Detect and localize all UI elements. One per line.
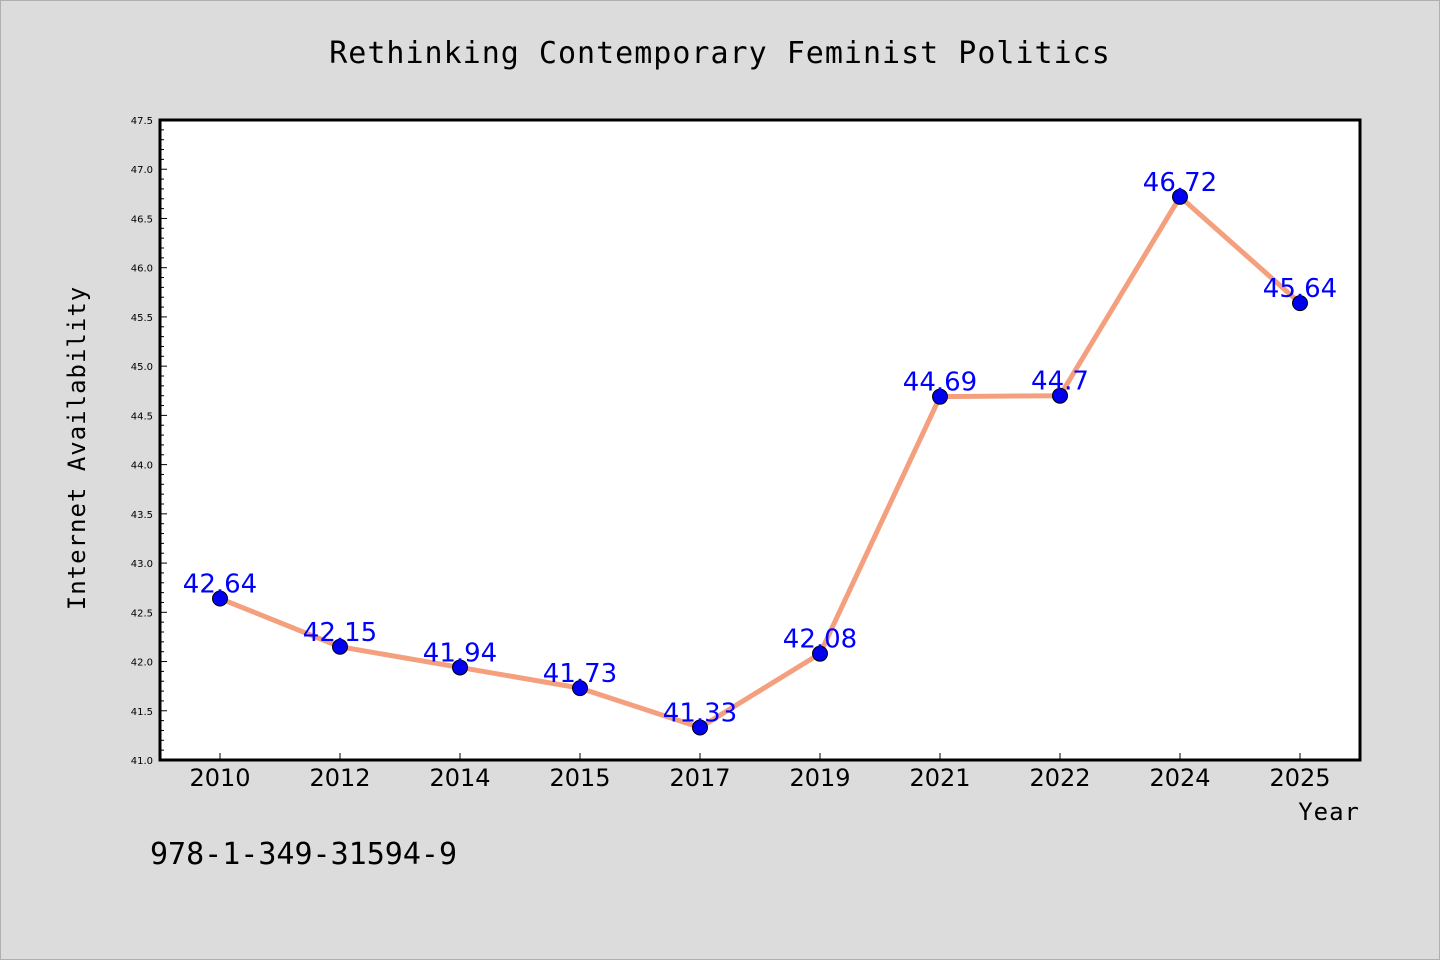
data-point bbox=[1292, 295, 1308, 312]
data-point bbox=[692, 719, 708, 736]
plot-border bbox=[158, 118, 1362, 762]
data-point bbox=[1172, 188, 1188, 205]
y-tick-label: 41.5 bbox=[131, 707, 153, 718]
y-tick-label: 46.0 bbox=[131, 264, 153, 275]
y-axis-label: Internet Availability bbox=[63, 286, 91, 610]
x-tick-label: 2010 bbox=[189, 764, 250, 792]
x-tick-label: 2024 bbox=[1149, 764, 1210, 792]
y-tick-label: 44.5 bbox=[131, 411, 153, 422]
data-label: 44.7 bbox=[1031, 367, 1089, 397]
x-tick-label: 2012 bbox=[309, 764, 370, 792]
y-tick-label: 45.0 bbox=[131, 362, 153, 373]
data-label: 42.08 bbox=[783, 625, 857, 655]
y-tick-label: 47.5 bbox=[131, 116, 153, 127]
series-line-group: 42.64 42.15 41.94 41.73 41.33 42.08 44.69 44.7 4… bbox=[183, 168, 1337, 736]
x-tick-label: 2019 bbox=[789, 764, 850, 792]
y-tick-label: 43.5 bbox=[131, 510, 153, 521]
y-tick-label: 44.0 bbox=[131, 461, 153, 472]
data-point bbox=[332, 638, 348, 655]
data-label: 44.69 bbox=[903, 368, 977, 398]
data-point bbox=[572, 680, 588, 697]
x-tick-label: 2014 bbox=[429, 764, 490, 792]
data-point bbox=[932, 388, 948, 405]
y-tick-label: 47.0 bbox=[131, 165, 153, 176]
x-tick-label: 2022 bbox=[1029, 764, 1090, 792]
y-tick-label: 42.5 bbox=[131, 608, 153, 619]
x-tick-label: 2025 bbox=[1269, 764, 1330, 792]
x-tick-label: 2015 bbox=[549, 764, 610, 792]
x-axis-label: Year bbox=[1298, 798, 1360, 826]
data-point bbox=[212, 590, 228, 607]
y-tick-label: 46.5 bbox=[131, 214, 153, 225]
data-label: 42.15 bbox=[303, 618, 377, 648]
data-point bbox=[452, 659, 468, 676]
data-label: 41.94 bbox=[423, 638, 497, 668]
data-label: 46.72 bbox=[1143, 168, 1217, 198]
chart-title: Rethinking Contemporary Feminist Politic… bbox=[329, 36, 1111, 71]
data-point bbox=[812, 645, 828, 662]
data-label: 45.64 bbox=[1263, 274, 1337, 304]
x-tick-label: 2017 bbox=[669, 764, 730, 792]
x-tick-label: 2021 bbox=[909, 764, 970, 792]
x-axis-ticks: 2010 2012 2014 2015 2017 2019 2021 2022 2024 2025 bbox=[189, 753, 1331, 792]
data-point bbox=[1052, 387, 1068, 404]
y-tick-label: 43.0 bbox=[131, 559, 153, 570]
data-label: 41.33 bbox=[663, 699, 737, 729]
series-line bbox=[217, 194, 1303, 731]
data-label: 42.64 bbox=[183, 570, 257, 600]
data-label: 41.73 bbox=[543, 659, 617, 689]
y-tick-label: 41.0 bbox=[131, 756, 153, 767]
isbn-label: 978-1-349-31594-9 bbox=[150, 837, 457, 872]
y-tick-label: 42.0 bbox=[131, 658, 153, 669]
plot-area bbox=[160, 120, 1360, 760]
y-tick-label: 45.5 bbox=[131, 313, 153, 324]
